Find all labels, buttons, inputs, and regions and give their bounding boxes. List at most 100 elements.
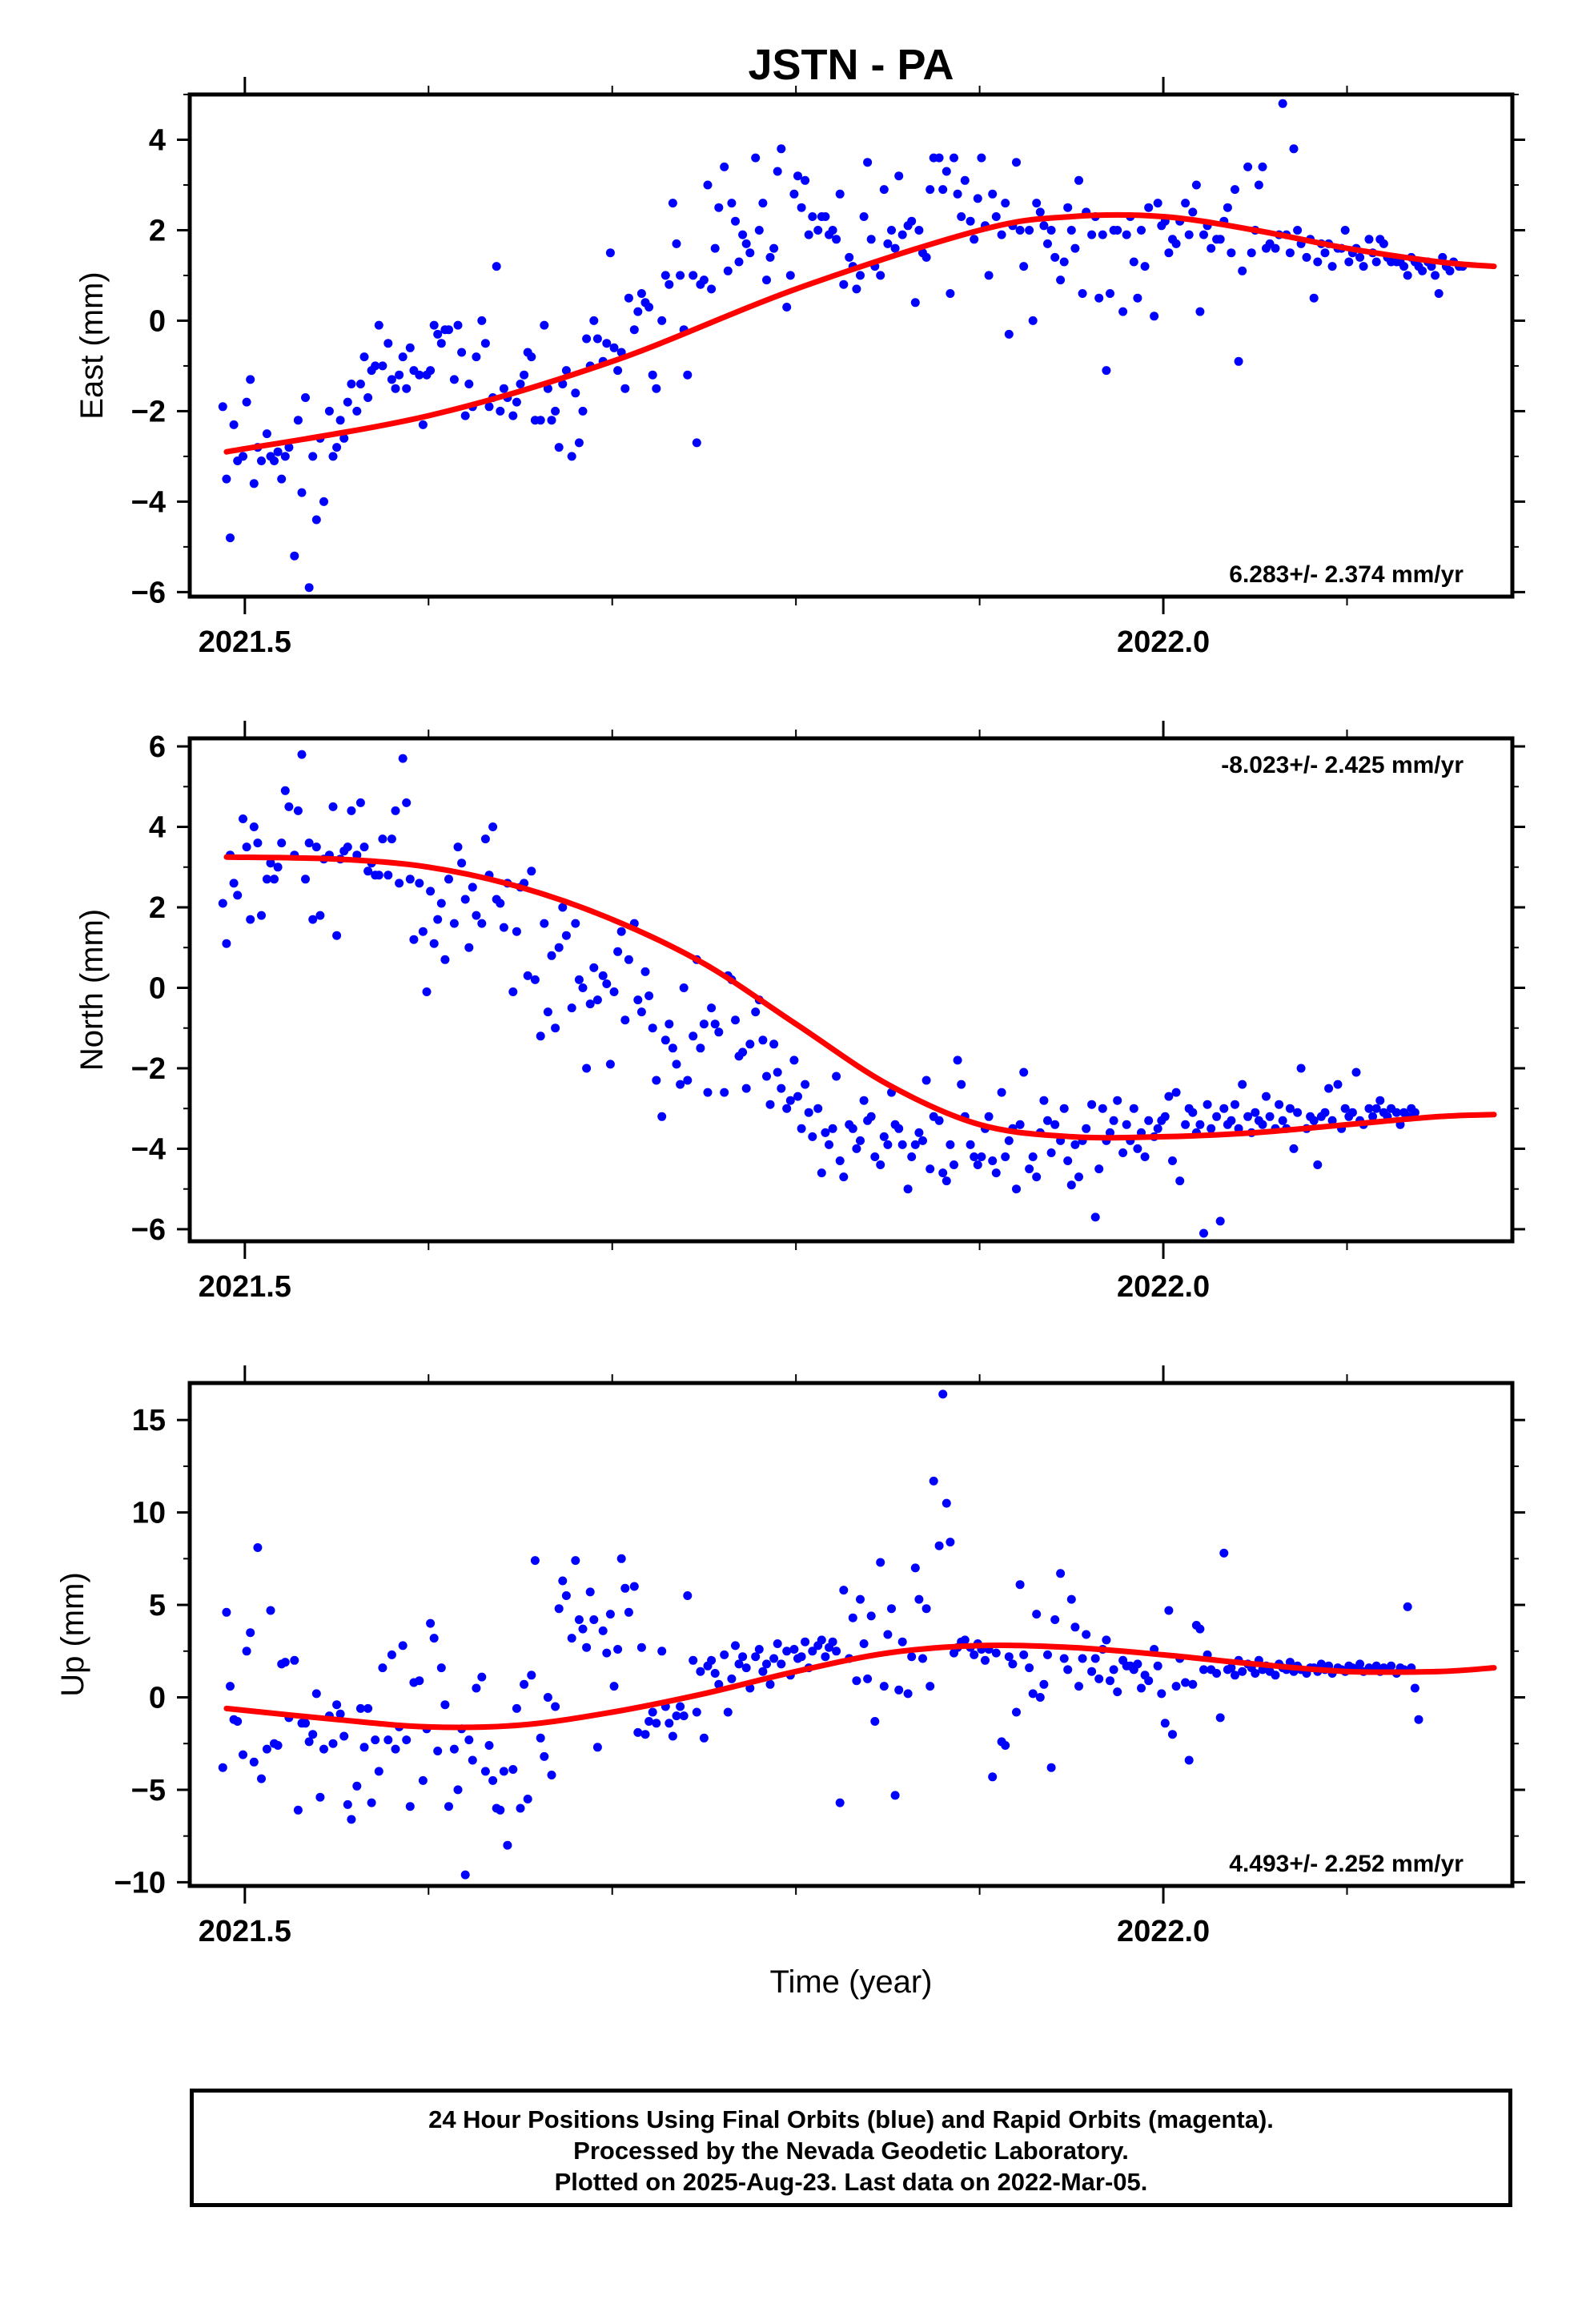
north-y-axis-label: North (mm) — [74, 909, 110, 1071]
east-data-point — [754, 226, 764, 235]
east-data-point — [629, 325, 639, 335]
east-data-point — [897, 230, 907, 239]
east-data-point — [444, 325, 453, 335]
east-data-point — [887, 226, 896, 235]
up-data-point — [887, 1604, 896, 1614]
north-data-point — [527, 866, 536, 876]
north-data-point — [1258, 1120, 1267, 1129]
up-data-point — [415, 1676, 424, 1686]
east-data-point — [1285, 248, 1295, 258]
east-data-point — [242, 397, 251, 407]
east-data-point — [460, 411, 470, 420]
up-data-point — [352, 1781, 362, 1791]
east-velocity-label: 6.283+/- 2.374 mm/yr — [1229, 561, 1464, 588]
east-data-point — [551, 406, 560, 416]
north-x-tick-label: 2021.5 — [199, 1270, 291, 1304]
north-data-point — [1289, 1144, 1299, 1153]
east-data-point — [988, 189, 998, 199]
east-data-point — [723, 266, 733, 275]
north-data-point — [856, 1136, 865, 1145]
east-data-point — [652, 384, 661, 393]
north-data-point — [1015, 1120, 1025, 1129]
east-data-point — [801, 175, 810, 185]
north-data-point — [828, 1124, 837, 1133]
east-fit-curve — [223, 211, 1497, 455]
east-data-point — [914, 226, 924, 235]
north-data-point — [1275, 1100, 1284, 1109]
east-data-point — [921, 252, 931, 262]
north-data-point — [277, 838, 287, 848]
north-data-point — [598, 971, 608, 980]
up-data-point — [710, 1669, 720, 1678]
east-data-point — [758, 199, 768, 208]
east-data-point — [1066, 226, 1076, 235]
up-y-tick-label: 0 — [149, 1682, 166, 1715]
up-data-point — [554, 1604, 564, 1614]
up-data-point — [1004, 1652, 1014, 1662]
east-data-point — [710, 243, 720, 253]
east-data-point — [835, 189, 845, 199]
north-data-point — [876, 1160, 885, 1169]
up-data-point — [1025, 1663, 1034, 1673]
east-data-point — [567, 452, 576, 461]
up-data-point — [480, 1767, 490, 1776]
north-data-point — [714, 1027, 724, 1037]
east-data-point — [311, 515, 321, 525]
east-data-point — [1195, 307, 1205, 316]
north-data-point — [418, 927, 428, 936]
north-data-point — [652, 1076, 661, 1085]
north-data-point — [457, 858, 467, 868]
north-data-point — [1113, 1096, 1122, 1105]
north-data-point — [536, 1031, 545, 1041]
up-y-tick-label: 10 — [132, 1497, 166, 1530]
north-data-point — [609, 987, 619, 996]
east-data-point — [672, 239, 681, 248]
up-data-point — [1227, 1663, 1236, 1673]
up-data-point — [383, 1735, 393, 1745]
east-data-point — [1106, 289, 1114, 298]
east-data-point — [1427, 262, 1436, 271]
north-data-point — [835, 1156, 845, 1165]
east-data-point — [571, 388, 580, 398]
up-data-point — [527, 1671, 536, 1680]
up-data-point — [870, 1717, 880, 1726]
east-data-point — [910, 298, 920, 308]
north-data-point — [472, 911, 481, 920]
north-data-point — [578, 983, 588, 992]
east-data-point — [308, 452, 318, 461]
north-data-point — [738, 1047, 748, 1057]
north-data-point — [558, 903, 568, 912]
up-data-point — [946, 1538, 955, 1547]
up-data-point — [789, 1645, 799, 1654]
north-data-point — [883, 1140, 893, 1149]
up-data-point — [863, 1674, 873, 1683]
east-data-point — [668, 199, 677, 208]
north-data-point — [387, 834, 396, 844]
north-data-point — [665, 1019, 674, 1029]
north-data-point — [301, 875, 310, 884]
up-data-point — [1070, 1622, 1080, 1632]
up-data-point — [1195, 1624, 1205, 1634]
up-data-point — [293, 1805, 303, 1815]
north-data-point — [866, 1112, 876, 1121]
up-y-tick-label: 5 — [149, 1589, 166, 1622]
up-data-point — [1184, 1755, 1194, 1765]
north-data-point — [636, 1007, 646, 1017]
east-data-point — [1074, 175, 1083, 185]
east-data-point — [773, 167, 782, 176]
north-data-point — [347, 806, 356, 815]
north-data-point — [1019, 1068, 1029, 1077]
up-data-point — [629, 1582, 639, 1591]
east-data-point — [293, 416, 303, 425]
north-x-tick-label: 2022.0 — [1117, 1270, 1210, 1304]
east-data-point — [765, 252, 775, 262]
east-data-point — [624, 293, 633, 303]
up-data-point — [536, 1733, 545, 1743]
up-data-point — [1082, 1630, 1091, 1639]
north-data-point — [1039, 1096, 1049, 1105]
east-data-point — [1001, 199, 1010, 208]
up-data-point — [652, 1719, 661, 1728]
up-data-point — [1015, 1580, 1025, 1590]
north-data-point — [540, 919, 549, 928]
up-data-point — [723, 1707, 733, 1717]
